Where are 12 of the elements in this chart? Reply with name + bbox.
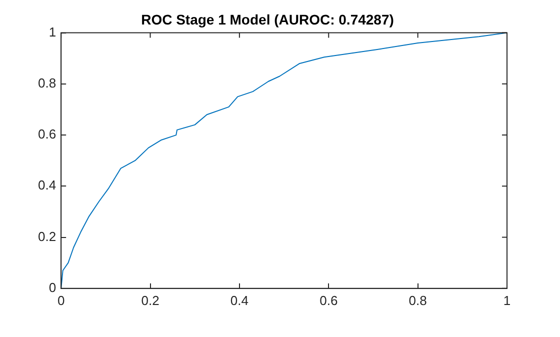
y-tick-label: 1 — [48, 24, 56, 40]
y-tick-label: 0.8 — [38, 76, 56, 90]
y-tick-label: 0.6 — [38, 126, 56, 142]
x-tick-label: 0.6 — [320, 292, 338, 308]
y-tick-label: 0.2 — [38, 228, 56, 244]
y-tick-label: 0.4 — [38, 178, 56, 193]
x-tick-label: 1 — [503, 292, 511, 308]
y-tick-label: 0 — [48, 280, 56, 295]
x-tick-label: 0.4 — [230, 292, 248, 308]
x-tick-label: 0.2 — [141, 292, 160, 308]
x-tick-label: 0.8 — [408, 292, 427, 308]
chart-title: ROC Stage 1 Model (AUROC: 0.74287) — [141, 11, 394, 28]
